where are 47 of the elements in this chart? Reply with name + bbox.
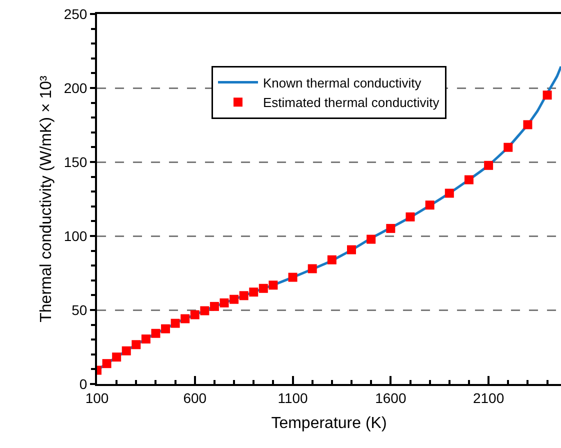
point [464, 175, 474, 184]
point [523, 120, 532, 130]
x-tick-label: 600 [183, 390, 207, 406]
y-tick-label: 0 [79, 376, 88, 392]
y-tick-label: 150 [64, 154, 88, 170]
point [504, 142, 513, 152]
point [102, 359, 112, 368]
point [170, 318, 180, 328]
point [444, 188, 454, 198]
legend-label: Known thermal conductivity [263, 75, 422, 90]
y-tick-label: 250 [64, 6, 88, 22]
point [406, 212, 415, 222]
point [425, 200, 434, 210]
point [327, 255, 336, 264]
point [180, 314, 190, 324]
point [230, 294, 239, 304]
point [132, 340, 141, 350]
point [151, 328, 160, 338]
point [366, 234, 376, 244]
x-tick-label: 1600 [375, 390, 406, 406]
point [288, 272, 298, 282]
point [249, 288, 258, 297]
point [239, 291, 248, 300]
x-tick-label: 1100 [278, 390, 308, 406]
y-tick-label: 200 [64, 80, 88, 96]
point [347, 245, 356, 254]
legend-label: Estimated thermal conductivity [263, 95, 440, 110]
point [268, 280, 278, 290]
point [386, 224, 396, 233]
point [210, 302, 219, 311]
y-tick-label: 100 [64, 228, 88, 244]
point [141, 334, 150, 344]
y-tick-label: 50 [72, 302, 88, 318]
point [308, 264, 317, 274]
point [200, 306, 210, 316]
x-tick-label: 2100 [472, 390, 504, 406]
x-tick-label: 100 [85, 390, 109, 406]
point [258, 284, 268, 293]
point [190, 310, 200, 320]
y-axis-title: Thermal conductivity (W/mK) × 10³ [38, 74, 56, 322]
x-axis-title: Temperature (K) [271, 415, 387, 432]
point [112, 352, 122, 362]
point [220, 298, 229, 308]
point [542, 90, 552, 100]
point [122, 346, 131, 356]
point [161, 324, 170, 334]
point [484, 160, 494, 170]
